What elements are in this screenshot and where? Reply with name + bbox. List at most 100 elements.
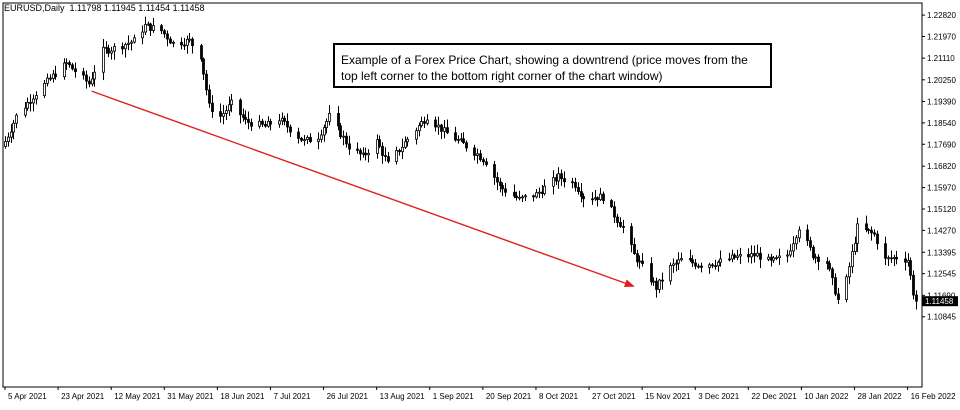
candle-body xyxy=(113,46,116,52)
candle-body xyxy=(828,263,831,270)
candle-body xyxy=(661,279,664,282)
candle-body xyxy=(826,261,829,264)
candle-body xyxy=(172,41,175,44)
candle-body xyxy=(476,153,479,156)
candle-body xyxy=(513,191,516,197)
candle-body xyxy=(7,136,10,142)
candle-body xyxy=(191,38,194,47)
candle-body xyxy=(110,50,113,54)
candle-body xyxy=(420,121,423,126)
candle-body xyxy=(717,261,720,267)
candle-body xyxy=(759,252,762,260)
candle-body xyxy=(694,262,697,267)
candle-body xyxy=(29,102,32,104)
x-tick-label: 7 Jul 2021 xyxy=(273,392,310,401)
x-tick-label: 22 Dec 2021 xyxy=(751,392,797,401)
candle-body xyxy=(789,250,792,256)
candle-body xyxy=(756,252,759,257)
candle-body xyxy=(144,24,147,33)
candle-body xyxy=(269,121,272,125)
candle-body xyxy=(473,147,476,156)
candle-body xyxy=(571,181,574,184)
candle-body xyxy=(778,255,781,258)
candle-body xyxy=(297,131,300,139)
candle-body xyxy=(613,206,616,218)
candle-body xyxy=(325,121,328,128)
candle-body xyxy=(356,148,359,151)
candle-body xyxy=(622,226,625,228)
candle-body xyxy=(258,120,261,127)
candle-body xyxy=(320,134,323,140)
candle-body xyxy=(49,77,52,80)
candle-body xyxy=(848,266,851,278)
candle-body xyxy=(792,243,795,252)
candle-body xyxy=(446,127,449,134)
candle-body xyxy=(714,265,717,268)
candle-body xyxy=(677,259,680,264)
candle-body xyxy=(211,102,214,113)
candle-body xyxy=(160,25,163,32)
candle-body xyxy=(404,141,407,148)
candle-body xyxy=(890,257,893,260)
candle-body xyxy=(278,120,281,125)
candle-body xyxy=(261,120,264,125)
x-tick-label: 23 Apr 2021 xyxy=(61,392,105,401)
candle-body xyxy=(418,125,421,132)
candle-body xyxy=(909,260,912,276)
candle-body xyxy=(303,139,306,142)
candle-body xyxy=(691,259,694,264)
candle-body xyxy=(887,257,890,260)
candle-body xyxy=(515,195,518,199)
candle-body xyxy=(63,62,66,78)
candle-body xyxy=(339,125,342,138)
candle-body xyxy=(619,222,622,227)
candle-body xyxy=(65,62,68,65)
candle-body xyxy=(10,131,13,138)
candle-body xyxy=(719,258,722,263)
candle-body xyxy=(306,137,309,141)
x-tick-label: 3 Dec 2021 xyxy=(698,392,739,401)
candle-body xyxy=(43,82,46,97)
candle-body xyxy=(689,258,692,261)
candle-body xyxy=(242,114,245,118)
candle-body xyxy=(711,264,714,267)
candle-body xyxy=(121,46,124,50)
candle-body xyxy=(834,277,837,295)
candle-body xyxy=(91,78,94,85)
candle-body xyxy=(493,164,496,178)
candle-body xyxy=(323,127,326,136)
y-tick-label: 1.10845 xyxy=(927,313,956,322)
candle-body xyxy=(496,177,499,183)
candle-body xyxy=(124,44,127,50)
y-tick-label: 1.18540 xyxy=(927,119,956,128)
candle-body xyxy=(479,153,482,161)
candle-body xyxy=(728,258,731,261)
candle-body xyxy=(895,257,898,260)
candle-body xyxy=(264,123,267,127)
candle-body xyxy=(180,41,183,46)
candle-body xyxy=(32,98,35,104)
candle-body xyxy=(462,138,465,144)
candle-body xyxy=(775,257,778,259)
candle-body xyxy=(680,258,683,261)
overlay-group xyxy=(91,90,635,287)
candle-body xyxy=(831,268,834,279)
candle-body xyxy=(328,112,331,122)
candle-body xyxy=(454,132,457,141)
x-tick-label: 27 Oct 2021 xyxy=(592,392,636,401)
annotation-box[interactable]: Example of a Forex Price Chart, showing … xyxy=(333,43,772,88)
candle-body xyxy=(485,161,488,165)
candle-body xyxy=(518,196,521,199)
candle-body xyxy=(563,178,566,183)
candle-body xyxy=(74,68,77,73)
y-tick-label: 1.15970 xyxy=(927,184,956,193)
candle-body xyxy=(250,122,253,127)
candle-body xyxy=(348,143,351,150)
candle-body xyxy=(107,47,110,54)
candle-body xyxy=(753,253,756,257)
candle-body xyxy=(697,265,700,268)
candle-body xyxy=(289,126,292,133)
x-tick-label: 26 Jul 2021 xyxy=(327,392,369,401)
